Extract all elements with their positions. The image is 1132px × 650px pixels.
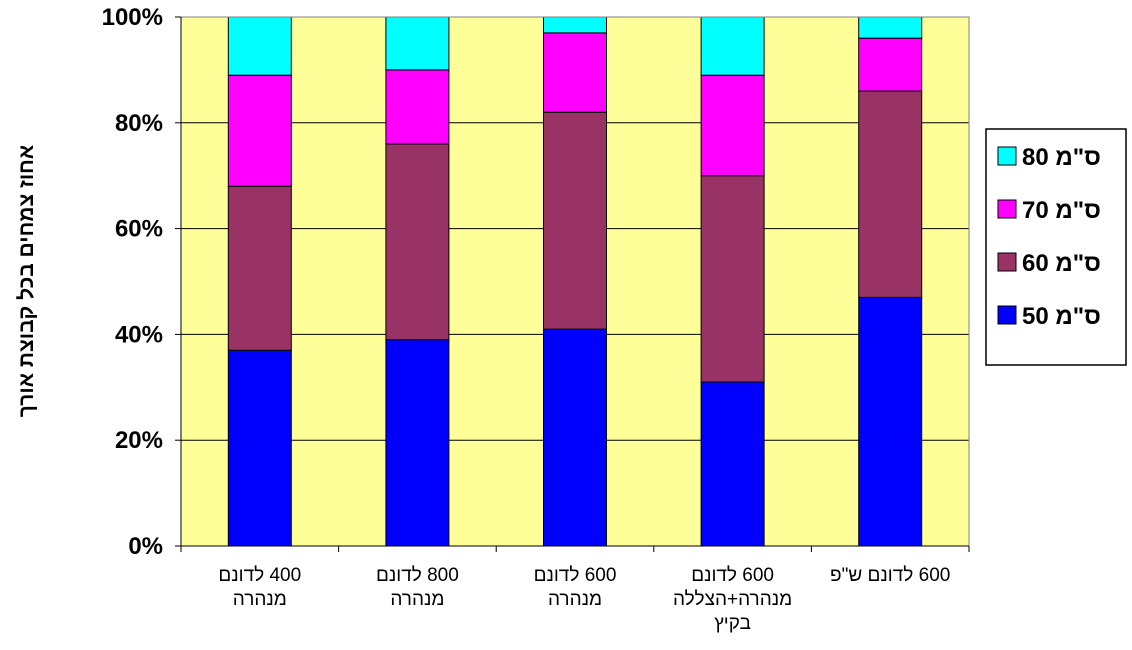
legend-label: ס"מ 50 — [1022, 303, 1101, 330]
x-tick-label: מנהרה — [390, 589, 444, 610]
legend-label: ס"מ 70 — [1022, 197, 1101, 224]
x-tick-labels: 400 לדונם מנהרה 800 לדונם מנהרה 600 לדונם מנה… — [218, 565, 950, 634]
y-tick-label: 0% — [128, 533, 163, 560]
bar-segment — [385, 339, 450, 547]
y-axis-label: אחוז צמחים בכל קבוצת אורך — [15, 145, 38, 417]
y-tick-label: 100% — [102, 4, 163, 31]
x-tick-label: 800 לדונם — [376, 565, 459, 586]
bar-segment — [543, 16, 607, 34]
bar-segment — [543, 328, 607, 547]
bar-segment — [700, 74, 765, 177]
legend-box — [985, 128, 1127, 366]
legend-swatch — [997, 146, 1017, 166]
x-tick-label: 600 לדונם ש"פ — [830, 565, 950, 586]
bar-segment — [858, 16, 923, 39]
bar-segment — [385, 69, 450, 145]
bar-segment — [227, 349, 292, 547]
bar-segment — [543, 32, 607, 113]
x-tick-label: בקיץ — [714, 613, 751, 634]
legend-label: ס"מ 60 — [1022, 250, 1101, 277]
bar-segment — [700, 381, 765, 547]
bar-segment — [227, 185, 292, 351]
y-tick-label: 80% — [115, 110, 163, 137]
bar-segment — [858, 90, 923, 298]
legend-swatch — [997, 305, 1017, 325]
y-tick-labels: 0% 20% 40% 60% 80% 100% — [102, 4, 163, 560]
legend-swatch — [997, 199, 1017, 219]
x-tick-label: מנהרה — [233, 589, 287, 610]
bars — [227, 16, 923, 547]
bar-segment — [227, 74, 292, 187]
x-tick-label: מנהרה+הצללה — [673, 589, 792, 610]
bar-segment — [227, 16, 292, 76]
y-tick-label: 40% — [115, 321, 163, 348]
axes — [175, 16, 970, 552]
y-tick-label: 20% — [115, 427, 163, 454]
bar-segment — [700, 16, 765, 76]
bar-segment — [385, 143, 450, 341]
bar-segment — [858, 37, 923, 92]
bar-segment — [543, 111, 607, 330]
x-tick-label: 600 לדונם — [691, 565, 774, 586]
bar-segment — [700, 175, 765, 383]
bar-segment — [858, 296, 923, 547]
y-tick-label: 60% — [115, 216, 163, 243]
legend-swatch — [997, 252, 1017, 272]
x-tick-label: מנהרה — [548, 589, 602, 610]
x-tick-label: 400 לדונם — [218, 565, 301, 586]
legend: ס"מ 80 ס"מ 70 ס"מ 60 ס"מ 50 — [985, 128, 1127, 366]
legend-label: ס"מ 80 — [1022, 144, 1101, 171]
bar-segment — [385, 16, 450, 71]
x-tick-label: 600 לדונם — [534, 565, 617, 586]
